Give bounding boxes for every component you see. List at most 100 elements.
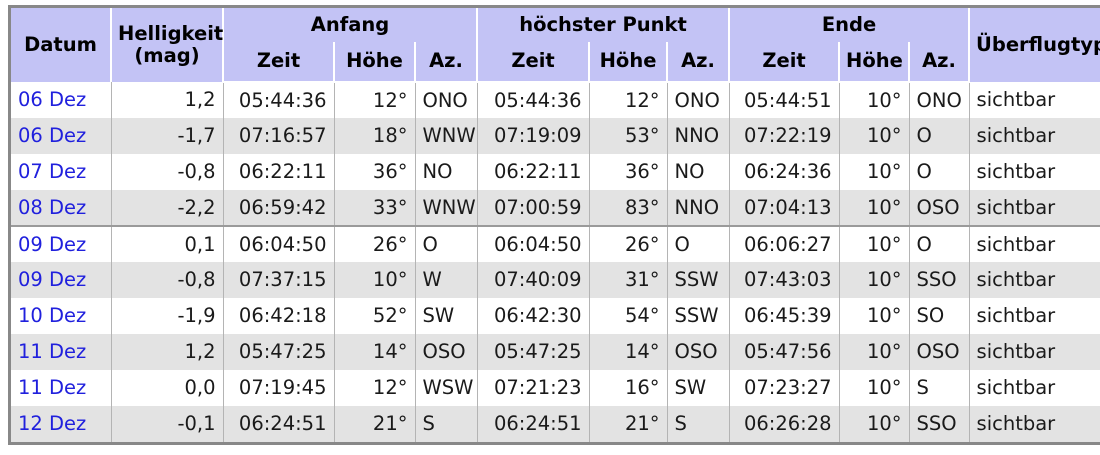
pass-start-time-cell: 06:24:51 — [223, 406, 335, 442]
pass-type-cell: sichtbar — [969, 370, 1100, 406]
pass-peak-time-cell: 05:44:36 — [477, 82, 590, 118]
header-row-groups: Datum Helligkeit (mag) Anfang höchster P… — [11, 8, 1100, 82]
pass-peak-time-cell: 07:40:09 — [477, 262, 590, 298]
pass-end-azimuth-cell: O — [909, 225, 970, 262]
column-header-peak-azimuth[interactable]: Az. — [667, 42, 731, 83]
column-header-start-altitude[interactable]: Höhe — [334, 42, 416, 83]
group-header-start: Anfang — [223, 8, 479, 42]
pass-end-altitude-cell: 10° — [839, 298, 910, 334]
pass-date-link-cell[interactable]: 06 Dez — [11, 82, 112, 118]
pass-peak-azimuth-cell: S — [667, 406, 730, 442]
pass-end-azimuth-cell: O — [909, 118, 970, 154]
pass-peak-azimuth-cell: SSW — [667, 298, 730, 334]
column-header-end-azimuth[interactable]: Az. — [909, 42, 971, 83]
column-header-start-azimuth[interactable]: Az. — [415, 42, 479, 83]
pass-date-link[interactable]: 09 Dez — [18, 232, 87, 256]
table-row: 11 Dez 1,2 05:47:25 14° OSO 05:47:25 14° OSO 05:… — [11, 334, 1100, 370]
column-header-pass-type[interactable]: Überflugtyp — [969, 8, 1100, 82]
pass-date-link-cell[interactable]: 06 Dez — [11, 118, 112, 154]
pass-date-link[interactable]: 09 Dez — [18, 268, 87, 292]
pass-start-azimuth-cell: S — [415, 406, 478, 442]
pass-start-altitude-cell: 18° — [334, 118, 416, 154]
pass-peak-time-cell: 07:00:59 — [477, 190, 590, 226]
pass-start-azimuth-cell: O — [415, 225, 478, 262]
table-row: 12 Dez -0,1 06:24:51 21° S 06:24:51 21° S 06:26:… — [11, 406, 1100, 442]
column-header-peak-altitude[interactable]: Höhe — [589, 42, 669, 83]
pass-peak-altitude-cell: 26° — [589, 225, 668, 262]
pass-start-time-cell: 06:04:50 — [223, 225, 335, 262]
pass-start-altitude-cell: 33° — [334, 190, 416, 226]
pass-date-link[interactable]: 06 Dez — [18, 124, 87, 148]
pass-peak-time-cell: 06:04:50 — [477, 225, 590, 262]
table-row: 11 Dez 0,0 07:19:45 12° WSW 07:21:23 16° SW 07:2… — [11, 370, 1100, 406]
pass-type-cell: sichtbar — [969, 406, 1100, 442]
pass-date-link-cell[interactable]: 07 Dez — [11, 154, 112, 190]
satellite-pass-table-container: Datum Helligkeit (mag) Anfang höchster P… — [8, 5, 1100, 445]
pass-date-link[interactable]: 11 Dez — [18, 340, 87, 364]
pass-end-time-cell: 07:43:03 — [729, 262, 840, 298]
pass-end-altitude-cell: 10° — [839, 190, 910, 226]
table-header: Datum Helligkeit (mag) Anfang höchster P… — [11, 8, 1100, 83]
pass-peak-azimuth-cell: NNO — [667, 118, 730, 154]
pass-magnitude-cell: 1,2 — [111, 82, 224, 118]
pass-date-link-cell[interactable]: 11 Dez — [11, 370, 112, 406]
pass-start-azimuth-cell: ONO — [415, 82, 478, 118]
pass-peak-azimuth-cell: NNO — [667, 190, 730, 226]
pass-start-azimuth-cell: OSO — [415, 334, 478, 370]
pass-peak-azimuth-cell: ONO — [667, 82, 730, 118]
pass-end-altitude-cell: 10° — [839, 82, 910, 118]
pass-date-link-cell[interactable]: 11 Dez — [11, 334, 112, 370]
pass-type-cell: sichtbar — [969, 118, 1100, 154]
pass-end-azimuth-cell: O — [909, 154, 970, 190]
pass-date-link[interactable]: 10 Dez — [18, 304, 87, 328]
pass-peak-azimuth-cell: SW — [667, 370, 730, 406]
pass-end-time-cell: 06:24:36 — [729, 154, 840, 190]
pass-start-time-cell: 06:22:11 — [223, 154, 335, 190]
pass-type-cell: sichtbar — [969, 154, 1100, 190]
pass-date-link[interactable]: 11 Dez — [18, 376, 87, 400]
pass-date-link-cell[interactable]: 12 Dez — [11, 406, 112, 442]
pass-end-altitude-cell: 10° — [839, 154, 910, 190]
header-row-subcolumns: Zeit Höhe Az. Zeit Höhe Az. Zeit Höhe Az… — [11, 42, 1100, 83]
pass-date-link-cell[interactable]: 09 Dez — [11, 225, 112, 262]
pass-type-cell: sichtbar — [969, 225, 1100, 262]
satellite-pass-table: Datum Helligkeit (mag) Anfang höchster P… — [11, 8, 1100, 442]
pass-type-cell: sichtbar — [969, 82, 1100, 118]
pass-peak-azimuth-cell: OSO — [667, 334, 730, 370]
column-header-start-time[interactable]: Zeit — [223, 42, 335, 83]
column-header-end-time[interactable]: Zeit — [729, 42, 841, 83]
pass-date-link-cell[interactable]: 10 Dez — [11, 298, 112, 334]
pass-date-link[interactable]: 07 Dez — [18, 160, 87, 184]
pass-end-altitude-cell: 10° — [839, 406, 910, 442]
pass-start-azimuth-cell: WNW — [415, 190, 478, 226]
column-header-brightness-line2: (mag) — [134, 44, 200, 67]
pass-type-cell: sichtbar — [969, 262, 1100, 298]
pass-peak-time-cell: 07:19:09 — [477, 118, 590, 154]
pass-end-altitude-cell: 10° — [839, 118, 910, 154]
column-header-date[interactable]: Datum — [11, 8, 112, 82]
pass-peak-altitude-cell: 36° — [589, 154, 668, 190]
pass-start-azimuth-cell: NO — [415, 154, 478, 190]
pass-date-link[interactable]: 06 Dez — [18, 88, 87, 112]
pass-date-link[interactable]: 12 Dez — [18, 412, 87, 436]
pass-magnitude-cell: -0,8 — [111, 262, 224, 298]
pass-date-link[interactable]: 08 Dez — [18, 195, 87, 219]
column-header-peak-time[interactable]: Zeit — [477, 42, 591, 83]
pass-start-time-cell: 06:59:42 — [223, 190, 335, 226]
pass-end-time-cell: 06:06:27 — [729, 225, 840, 262]
column-header-end-altitude[interactable]: Höhe — [839, 42, 911, 83]
table-row: 07 Dez -0,8 06:22:11 36° NO 06:22:11 36° NO 06:2… — [11, 154, 1100, 190]
pass-date-link-cell[interactable]: 09 Dez — [11, 262, 112, 298]
pass-end-altitude-cell: 10° — [839, 334, 910, 370]
pass-end-time-cell: 06:45:39 — [729, 298, 840, 334]
pass-start-altitude-cell: 14° — [334, 334, 416, 370]
pass-date-link-cell[interactable]: 08 Dez — [11, 190, 112, 226]
table-row: 06 Dez -1,7 07:16:57 18° WNW 07:19:09 53° NNO 07… — [11, 118, 1100, 154]
pass-start-altitude-cell: 12° — [334, 82, 416, 118]
pass-magnitude-cell: -1,7 — [111, 118, 224, 154]
pass-end-time-cell: 05:44:51 — [729, 82, 840, 118]
pass-peak-time-cell: 06:22:11 — [477, 154, 590, 190]
column-header-brightness[interactable]: Helligkeit (mag) — [111, 8, 224, 82]
pass-end-azimuth-cell: SSO — [909, 262, 970, 298]
